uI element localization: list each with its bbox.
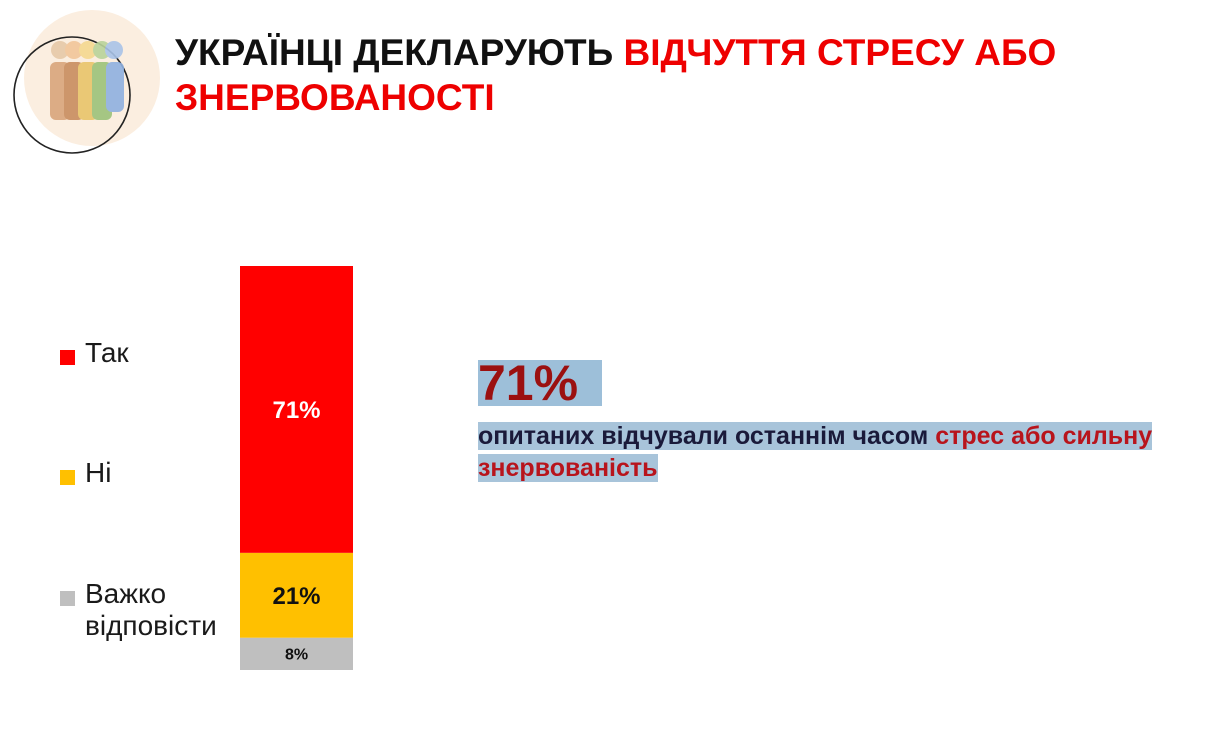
logo [10, 10, 170, 160]
legend-label-no: Ні [85, 457, 112, 488]
legend-label-yes: Так [85, 337, 129, 368]
stat-value: 71% [478, 358, 603, 408]
legend-swatch-yes [60, 350, 75, 365]
bar-segment-no [240, 552, 353, 638]
stat-value-text: 71% [478, 358, 603, 408]
data-label-no: 21% [272, 583, 320, 610]
title-accent: ВІДЧУТТЯ СТРЕСУ АБО ЗНЕРВОВАНОСТІ [175, 32, 1057, 118]
legend-swatch-hard-to-say [60, 591, 75, 606]
people-group-icon [13, 10, 160, 154]
title-main: УКРАЇНЦІ ДЕКЛАРУЮТЬ [175, 32, 624, 73]
data-label-hard-to-say: 8% [285, 647, 308, 664]
bar-segment-hard-to-say [240, 637, 353, 670]
page-title: УКРАЇНЦІ ДЕКЛАРУЮТЬ ВІДЧУТТЯ СТРЕСУ АБО … [175, 30, 1195, 120]
data-label-yes: 71% [272, 397, 320, 424]
stat-description-main: опитаних відчували останнім часом [478, 422, 936, 450]
legend-label-hard-to-say: Важко відповісти [85, 578, 217, 641]
legend-swatch-no [60, 470, 75, 485]
bar-segment-yes [240, 266, 353, 553]
stat-description: опитаних відчували останнім часом стрес … [478, 420, 1168, 484]
